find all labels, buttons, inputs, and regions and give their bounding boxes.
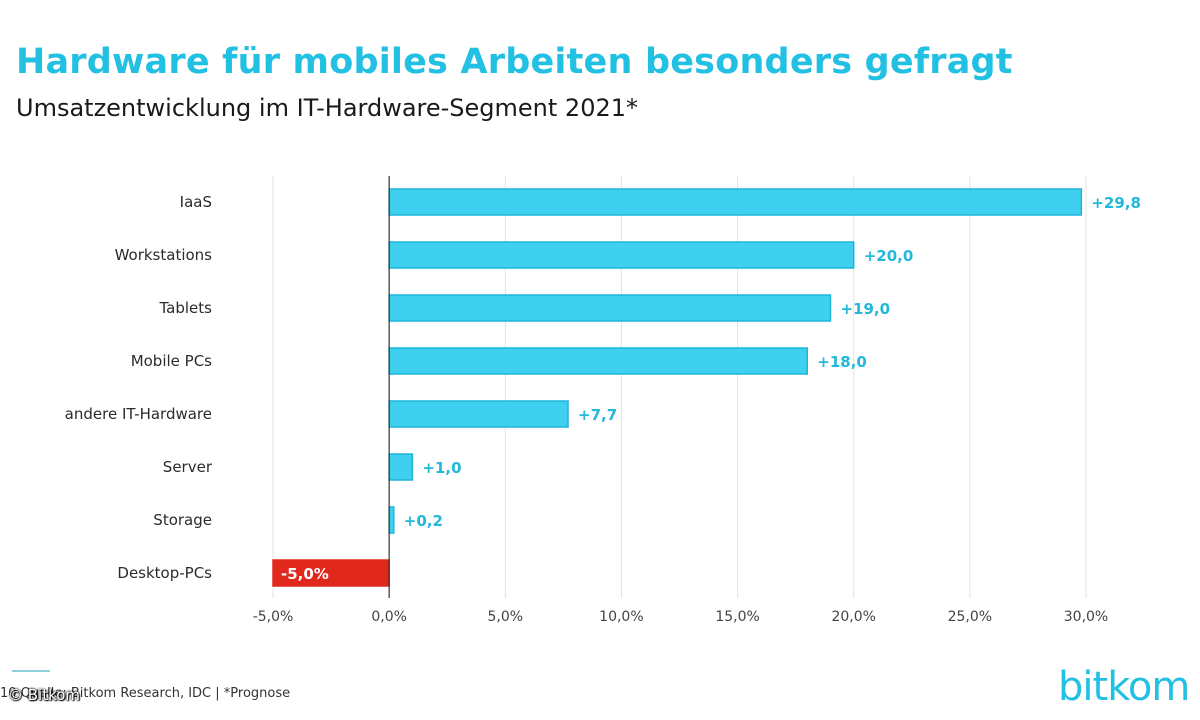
value-label: +18,0 (817, 353, 867, 371)
category-label: Workstations (115, 246, 213, 264)
bar-storage (388, 506, 395, 534)
category-label: Server (163, 458, 213, 476)
category-label: Mobile PCs (131, 352, 212, 370)
source-note: 10 Quelle: Bitkom Research, IDC | *Progn… (0, 686, 291, 701)
x-tick-label: -5,0% (253, 609, 294, 625)
bar-workstations (388, 241, 855, 269)
value-label: +20,0 (864, 247, 914, 265)
chart-subtitle: Umsatzentwicklung im IT-Hardware-Segment… (16, 94, 639, 122)
x-tick-label: 15,0% (715, 609, 759, 625)
bar-mobile-pcs (388, 347, 809, 375)
bar-server (388, 453, 414, 481)
value-label: +29,8 (1091, 194, 1141, 212)
category-label: Tablets (159, 299, 213, 317)
value-label: +0,2 (404, 512, 443, 530)
bar-andere-it-hardware (388, 400, 569, 428)
value-label: +1,0 (422, 459, 461, 477)
bitkom-logo: bitkom (1058, 664, 1190, 710)
x-tick-label: 10,0% (599, 609, 643, 625)
bar-tablets (388, 294, 832, 322)
x-tick-label: 0,0% (371, 609, 407, 625)
copyright-watermark: © Bitkom (8, 686, 81, 704)
x-tick-label: 30,0% (1064, 609, 1108, 625)
x-tick-label: 25,0% (948, 609, 992, 625)
category-label: andere IT-Hardware (65, 405, 212, 423)
chart-title: Hardware für mobiles Arbeiten besonders … (16, 42, 1013, 82)
x-tick-label: 20,0% (831, 609, 875, 625)
source-divider (12, 670, 50, 672)
category-label: IaaS (180, 193, 212, 211)
value-label: -5,0% (281, 565, 329, 583)
category-label: Desktop-PCs (117, 564, 212, 582)
value-label: +19,0 (840, 300, 890, 318)
x-tick-label: 5,0% (487, 609, 523, 625)
category-label: Storage (153, 511, 212, 529)
bar-iaas (388, 188, 1083, 216)
value-label: +7,7 (578, 406, 617, 424)
